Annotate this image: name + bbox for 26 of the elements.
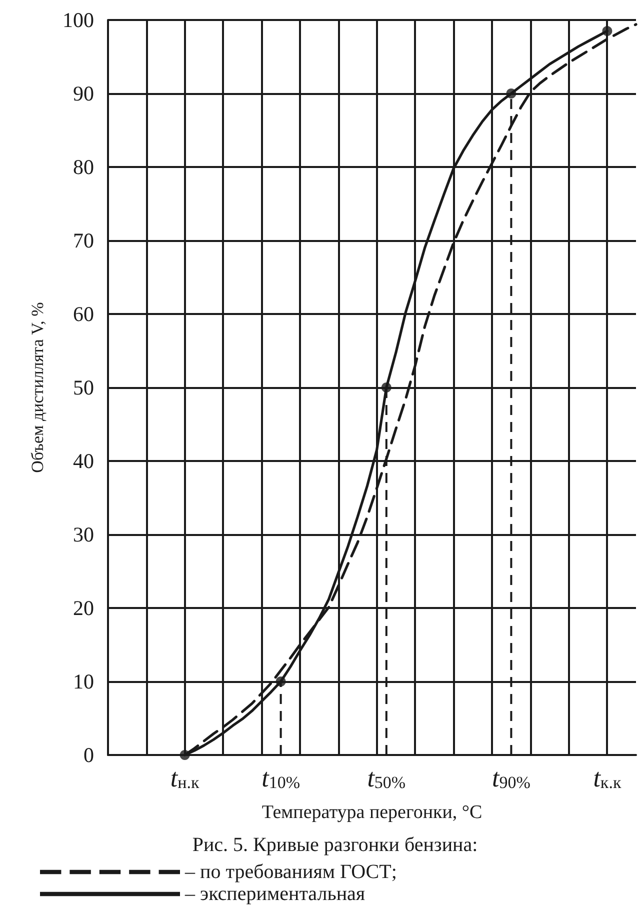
y-tick-label: 20 [73, 596, 94, 620]
point [506, 88, 516, 98]
point [180, 750, 190, 760]
point [602, 26, 612, 36]
y-tick-label: 10 [73, 670, 94, 694]
y-tick-label: 40 [73, 449, 94, 473]
point [276, 676, 286, 686]
x-tick-label: tн.к [170, 764, 200, 792]
y-tick-label: 80 [73, 155, 94, 179]
y-tick-label: 60 [73, 302, 94, 326]
y-tick-label: 70 [73, 228, 94, 252]
x-axis-title: Температура перегонки, °С [262, 802, 482, 823]
y-axis-title: Объем дистиллята V, % [28, 302, 47, 473]
legend-label: – экспериментальная [184, 883, 366, 905]
y-tick-label: 0 [84, 743, 94, 767]
text: Рис. 5. Кривые разгонки бензина: [192, 834, 478, 856]
y-tick-label: 90 [73, 82, 94, 106]
x-tick-label: t10% [262, 764, 300, 792]
x-tick-label: t90% [492, 764, 530, 792]
legend-label: – по требованиям ГОСТ; [184, 861, 397, 883]
x-tick-label: t50% [367, 764, 406, 792]
y-tick-label: 50 [73, 376, 94, 400]
y-tick-label: 30 [73, 522, 94, 546]
point [381, 382, 392, 392]
y-tick-label: 100 [62, 8, 94, 32]
x-tick-label: tк.к [593, 764, 622, 792]
